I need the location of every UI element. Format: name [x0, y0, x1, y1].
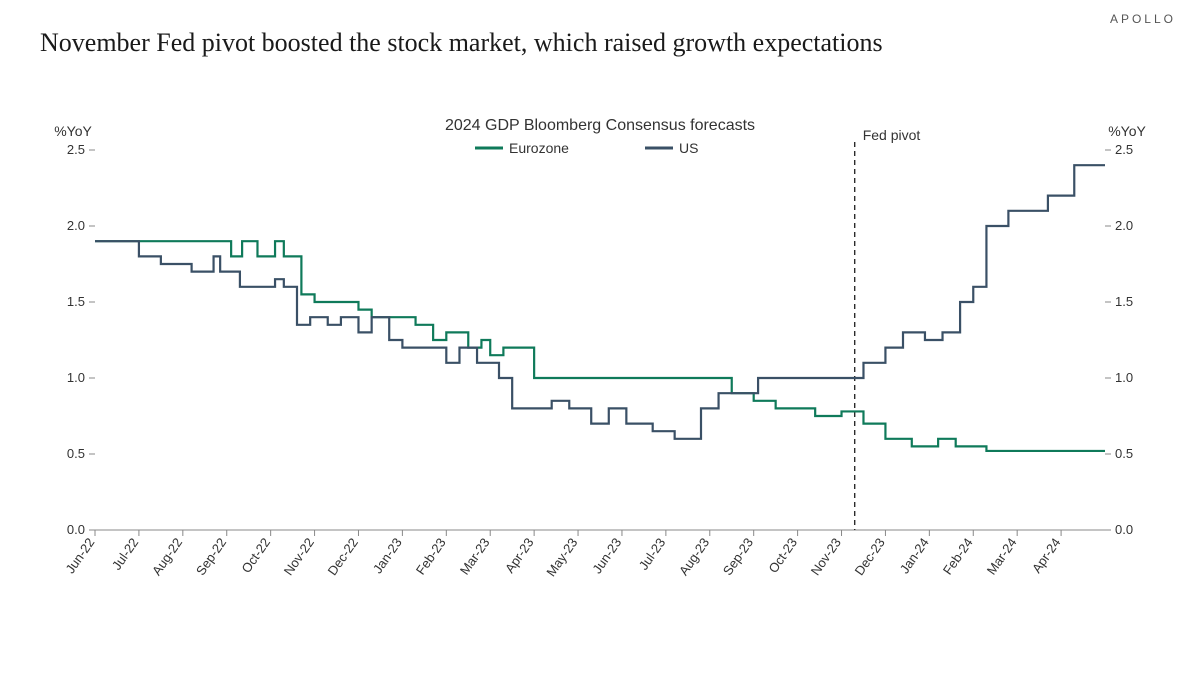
- y-tick-right: 1.5: [1115, 294, 1133, 309]
- x-tick: Oct-23: [765, 535, 800, 576]
- x-tick: Apr-24: [1029, 535, 1064, 576]
- x-tick: Oct-22: [238, 535, 273, 576]
- y-tick-right: 1.0: [1115, 370, 1133, 385]
- y-tick-right: 2.0: [1115, 218, 1133, 233]
- x-tick: Jun-23: [589, 535, 624, 576]
- x-tick: Jan-24: [897, 535, 932, 576]
- y-tick-right: 2.5: [1115, 142, 1133, 157]
- y-tick-left: 0.5: [67, 446, 85, 461]
- series-us: [95, 165, 1105, 439]
- x-tick: Jul-22: [109, 535, 142, 573]
- x-tick: Nov-22: [281, 535, 317, 578]
- annotation-label: Fed pivot: [863, 127, 921, 143]
- x-tick: Nov-23: [808, 535, 844, 578]
- y-tick-left: 2.5: [67, 142, 85, 157]
- x-tick: Mar-23: [457, 535, 493, 577]
- x-tick: Apr-23: [502, 535, 537, 576]
- y-axis-label-left: %YoY: [54, 123, 92, 139]
- x-tick: Sep-23: [720, 535, 756, 578]
- y-tick-right: 0.0: [1115, 522, 1133, 537]
- x-tick: Sep-22: [193, 535, 229, 578]
- x-tick: Jul-23: [636, 535, 669, 573]
- chart-container: 0.0 0.0 0.5 0.5 1.0 1.0 1.5 1.5 2.0 2.0 2.5 2.5 Jun-…: [40, 110, 1160, 630]
- brand-logo: APOLLO: [1110, 12, 1176, 26]
- legend-label: Eurozone: [509, 140, 569, 156]
- legend-label: US: [679, 140, 698, 156]
- x-tick: Feb-23: [413, 535, 449, 577]
- x-tick: Dec-22: [325, 535, 361, 578]
- x-tick: Mar-24: [984, 535, 1020, 577]
- series-eurozone: [95, 241, 1105, 451]
- y-tick-left: 1.0: [67, 370, 85, 385]
- chart-subtitle: 2024 GDP Bloomberg Consensus forecasts: [445, 117, 755, 134]
- y-tick-left: 1.5: [67, 294, 85, 309]
- y-tick-left: 2.0: [67, 218, 85, 233]
- y-axis-label-right: %YoY: [1108, 123, 1146, 139]
- x-tick: May-23: [543, 535, 580, 579]
- chart-title: November Fed pivot boosted the stock mar…: [40, 28, 883, 58]
- y-tick-right: 0.5: [1115, 446, 1133, 461]
- x-tick: Feb-24: [940, 535, 976, 577]
- x-tick: Aug-23: [676, 535, 712, 578]
- x-tick: Aug-22: [149, 535, 185, 578]
- chart-svg: 0.0 0.0 0.5 0.5 1.0 1.0 1.5 1.5 2.0 2.0 2.5 2.5 Jun-…: [40, 110, 1160, 630]
- x-tick: Jun-22: [62, 535, 97, 576]
- x-tick: Jan-23: [370, 535, 405, 576]
- x-tick: Dec-23: [852, 535, 888, 578]
- y-tick-left: 0.0: [67, 522, 85, 537]
